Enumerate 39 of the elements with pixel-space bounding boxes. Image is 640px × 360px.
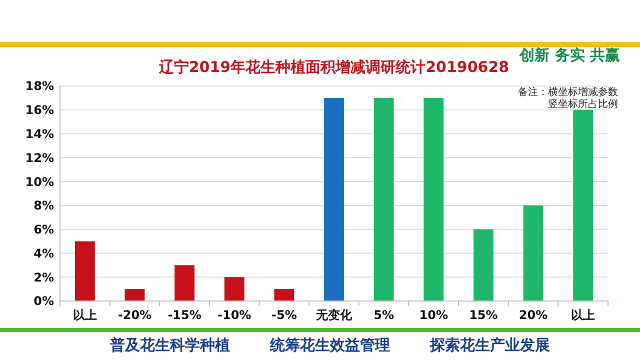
y-tick-label: 6%	[34, 222, 54, 237]
bar	[324, 98, 344, 301]
bar	[274, 289, 294, 301]
bar	[424, 98, 444, 301]
y-tick-label: 18%	[25, 79, 54, 94]
x-tick-label: 以上	[72, 308, 97, 322]
annotation: 竖坐标所占比例	[548, 98, 618, 110]
y-tick-label: 14%	[25, 126, 54, 141]
text: 探索花生产业发展	[429, 336, 550, 354]
bar	[74, 241, 95, 301]
x-tick-label: -20%	[118, 308, 152, 322]
bar	[224, 277, 244, 301]
bar	[473, 229, 494, 301]
x-tick-label: 无变化	[315, 308, 353, 322]
annotation: 备注：横坐标增减参数	[518, 86, 618, 98]
y-tick-label: 10%	[25, 174, 54, 189]
y-tick-label: 16%	[25, 103, 54, 118]
y-tick-label: 8%	[34, 198, 54, 213]
bar	[174, 265, 195, 301]
x-tick-label: 以上	[571, 308, 596, 322]
x-tick-label: 20%	[518, 308, 548, 322]
bar	[374, 98, 394, 301]
bar	[523, 205, 544, 301]
bar	[124, 289, 145, 301]
y-tick-label: 2%	[34, 270, 54, 284]
x-tick-label: 15%	[469, 308, 498, 322]
y-tick-label: 0%	[34, 294, 54, 308]
bar	[573, 110, 594, 301]
x-tick-label: 10%	[419, 308, 448, 322]
text: 创新 务实 共赢	[518, 46, 620, 64]
text: 普及花生科学种植	[109, 336, 230, 354]
x-tick-label: 5%	[374, 308, 394, 322]
text: 统筹花生效益管理	[269, 336, 390, 354]
chart-title: 辽宁2019年花生种植面积增减调研统计20190628	[158, 58, 510, 76]
x-tick-label: -15%	[168, 308, 202, 322]
x-tick-label: -5%	[272, 308, 297, 322]
y-tick-label: 4%	[34, 246, 54, 260]
x-tick-label: -10%	[218, 308, 252, 322]
y-tick-label: 12%	[25, 150, 54, 165]
